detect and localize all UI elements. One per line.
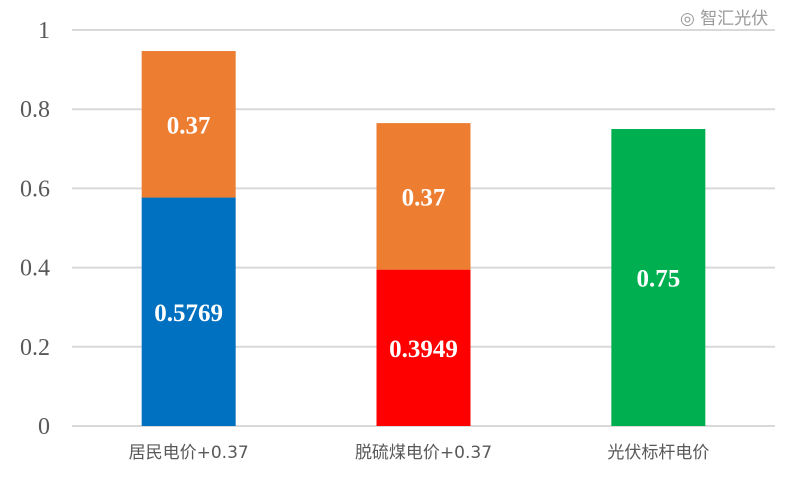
x-tick-label: 脱硫煤电价+0.37: [355, 443, 492, 463]
data-label: 0.37: [402, 184, 446, 211]
bar-segment: [141, 197, 236, 426]
data-label: 0.5769: [154, 300, 223, 327]
y-tick-label: 0.4: [20, 256, 50, 282]
bar-segment: [141, 51, 236, 198]
watermark: ◎ 智汇光伏: [680, 4, 768, 29]
y-tick-label: 0.2: [20, 335, 50, 361]
y-tick-label: 0: [38, 414, 50, 440]
y-tick-label: 0.6: [20, 176, 50, 202]
y-tick-label: 1: [38, 18, 50, 44]
bar-segment: [376, 269, 471, 426]
data-label: 0.37: [167, 112, 211, 139]
wechat-icon: ◎: [680, 9, 701, 29]
watermark-text: 智汇光伏: [700, 9, 769, 29]
x-tick-label: 光伏标杆电价: [607, 443, 709, 463]
x-tick-label: 居民电价+0.37: [129, 443, 249, 463]
y-tick-label: 0.8: [20, 97, 50, 123]
data-label: 0.75: [636, 266, 680, 293]
bar-segment: [611, 129, 706, 426]
data-label: 0.3949: [389, 336, 458, 363]
bar-segment: [376, 123, 471, 270]
